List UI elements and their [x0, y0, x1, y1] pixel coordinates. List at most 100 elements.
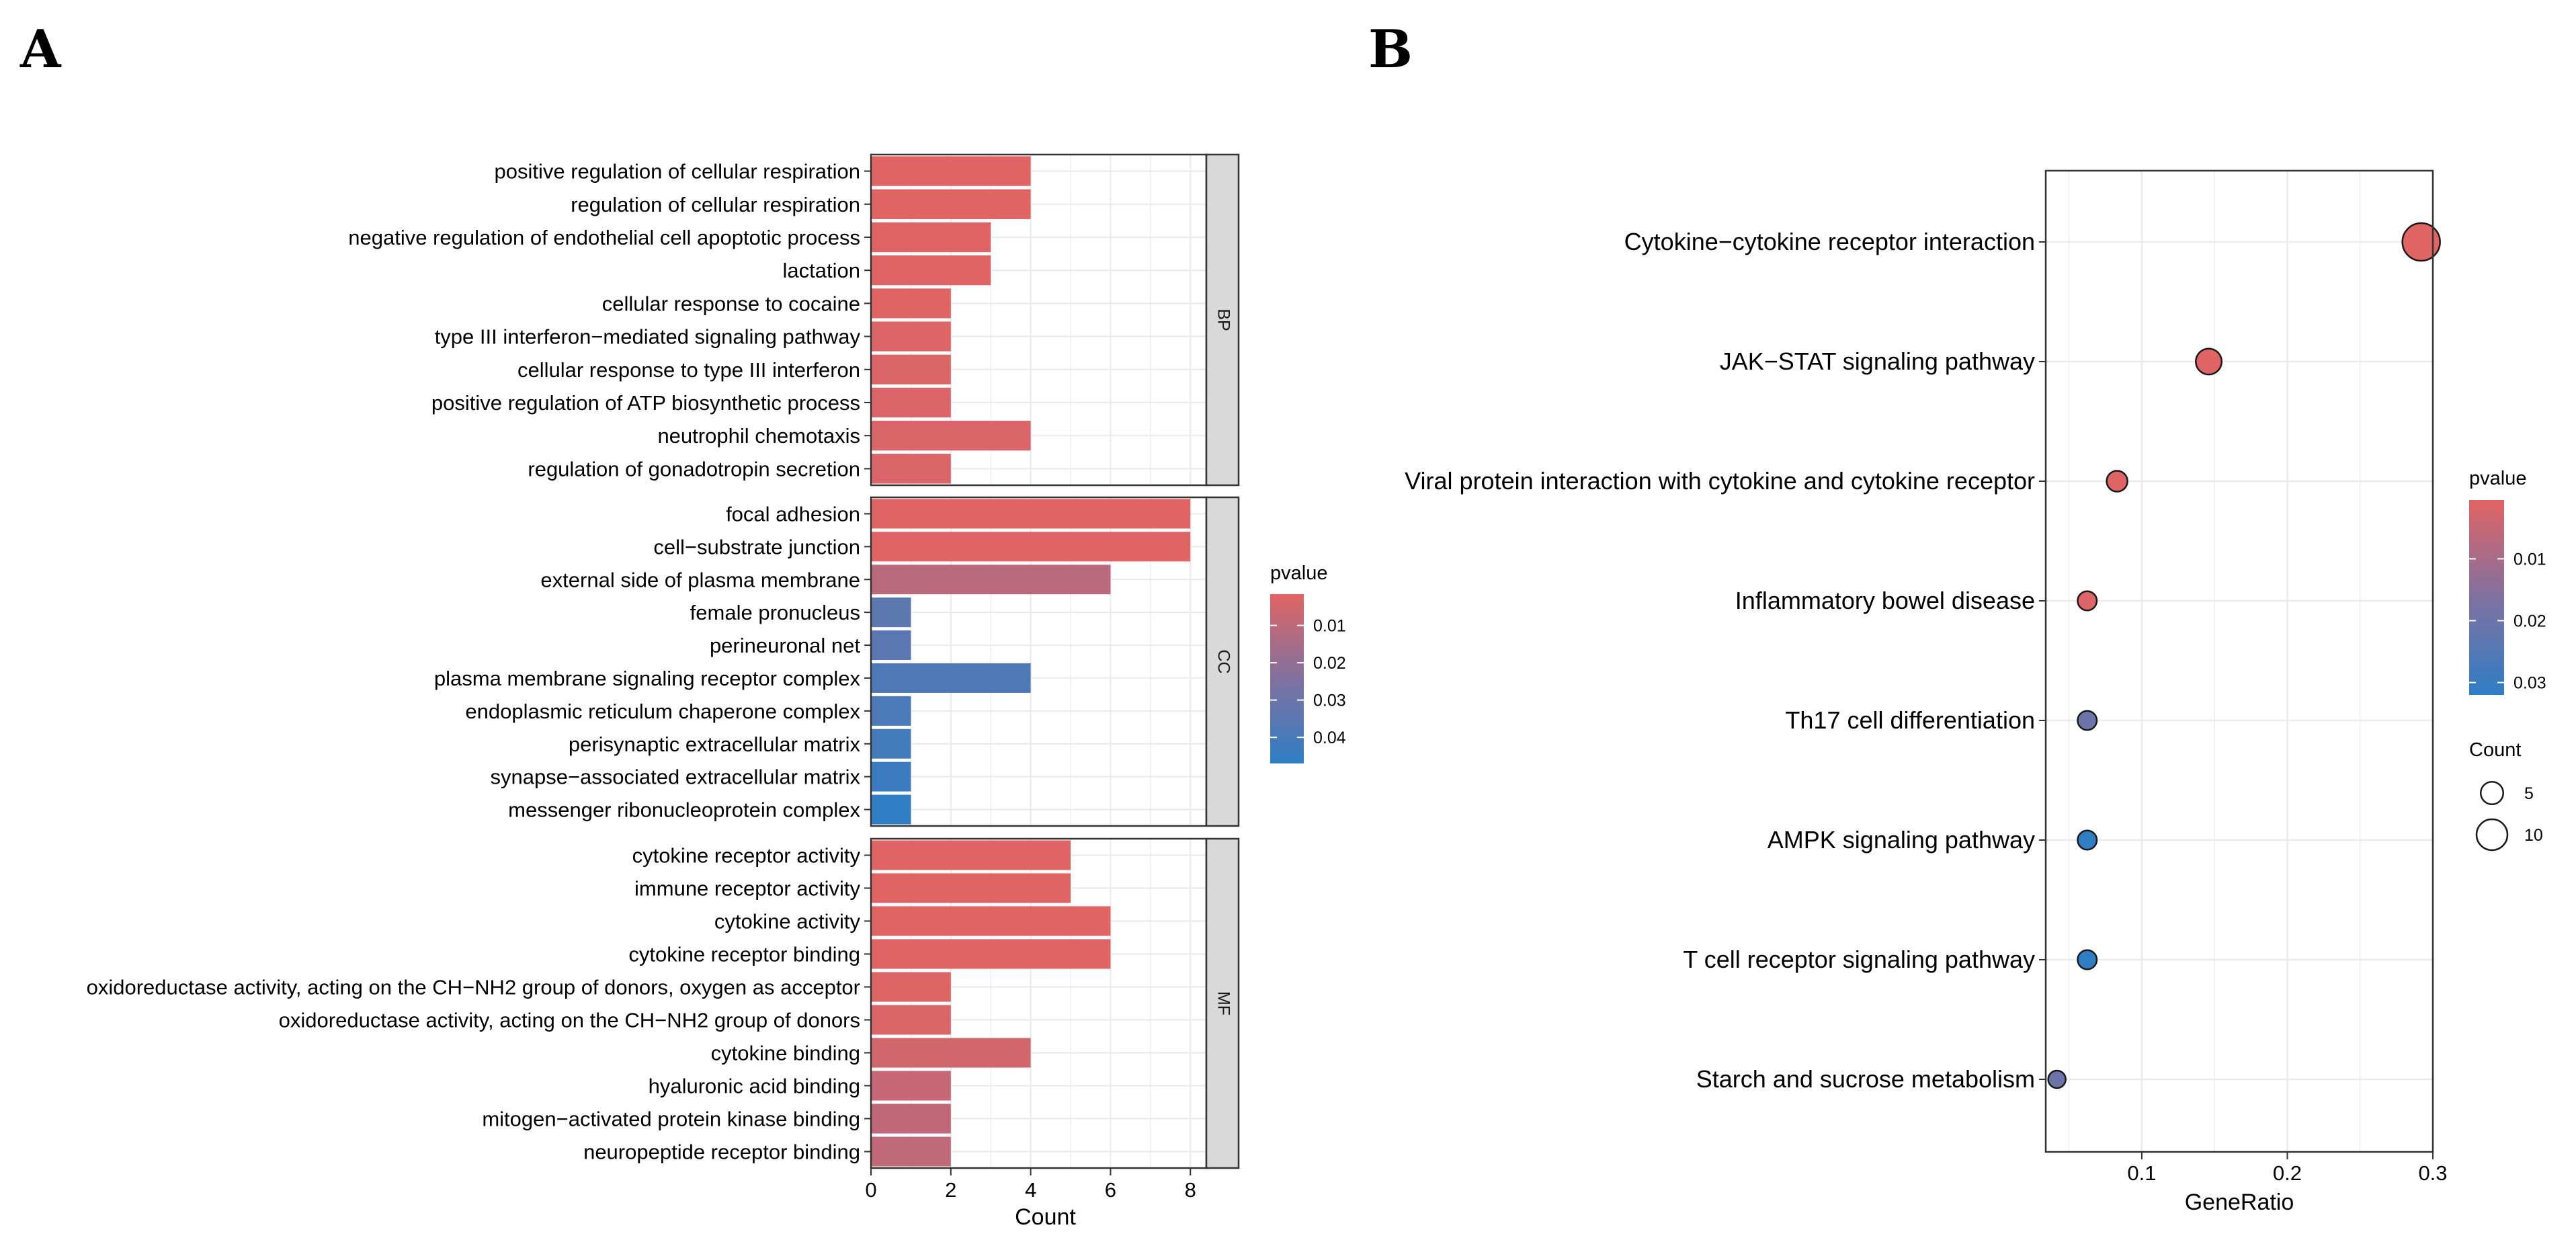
- legend-tick-label: 0.03: [1313, 692, 1346, 710]
- bar: [871, 939, 1111, 969]
- bar: [871, 255, 991, 286]
- facet-strip-label: MF: [1214, 991, 1233, 1015]
- facet-mf: cytokine receptor activity immune recepto…: [87, 837, 1240, 1169]
- bar: [871, 873, 1071, 903]
- term-label: type III interferon−mediated signaling p…: [435, 325, 861, 349]
- term-label: lactation: [783, 259, 860, 282]
- term-label: regulation of cellular respiration: [571, 193, 860, 216]
- term-label: cytokine activity: [714, 910, 861, 933]
- bar: [871, 630, 911, 661]
- term-label: cellular response to cocaine: [602, 292, 860, 315]
- term-label: immune receptor activity: [634, 877, 860, 901]
- term-label: cytokine receptor binding: [628, 943, 860, 966]
- bar: [871, 321, 951, 351]
- colorbar: [1270, 594, 1304, 763]
- dot: [2077, 710, 2098, 731]
- legend-title: pvalue: [2469, 468, 2526, 489]
- dot: [2077, 590, 2098, 612]
- bar: [871, 794, 911, 825]
- x-tick-label: 4: [1025, 1178, 1036, 1202]
- dot: [2047, 1069, 2067, 1089]
- kegg-enrichment-dot-plot: Cytokine−cytokine receptor interaction JA…: [1405, 169, 2546, 1215]
- pvalue-legend: pvalue 0.01 0.02 0.03 0.04: [1270, 563, 1346, 763]
- term-label: endoplasmic reticulum chaperone complex: [465, 700, 860, 723]
- colorbar: [2469, 500, 2504, 695]
- bar: [871, 454, 951, 484]
- x-tick-label: 8: [1185, 1178, 1196, 1202]
- plot-border: [2044, 169, 2434, 1153]
- pathway-label: AMPK signaling pathway: [1768, 826, 2035, 854]
- legend-title: pvalue: [1270, 563, 1327, 584]
- pathway-label: Starch and sucrose metabolism: [1696, 1065, 2035, 1093]
- x-tick-label: 6: [1105, 1178, 1116, 1202]
- term-label: perineuronal net: [710, 634, 860, 657]
- bar: [871, 1071, 951, 1101]
- term-label: oxidoreductase activity, acting on the C…: [87, 976, 860, 999]
- bar: [871, 421, 1031, 451]
- pathway-label: JAK−STAT signaling pathway: [1720, 347, 2035, 375]
- dot: [2077, 829, 2098, 851]
- legend-tick-label: 10: [2524, 826, 2543, 845]
- legend-tick-label: 0.01: [2513, 550, 2546, 569]
- term-label: neutrophil chemotaxis: [657, 424, 860, 448]
- facet-strip: [1205, 837, 1240, 1169]
- bar: [871, 387, 951, 418]
- x-tick-label: 0.3: [2418, 1161, 2447, 1185]
- bar: [871, 499, 1191, 529]
- bar: [871, 222, 991, 253]
- bar: [871, 354, 951, 384]
- pathway-label: Viral protein interaction with cytokine …: [1405, 467, 2035, 495]
- dot: [2077, 949, 2098, 970]
- legend-tick-label: 0.02: [1313, 654, 1346, 673]
- size-key-circle: [2480, 781, 2504, 805]
- dot: [2106, 470, 2128, 493]
- facet-bp: positive regulation of cellular respirat…: [348, 153, 1240, 487]
- bar: [871, 532, 1191, 562]
- bar: [871, 906, 1111, 936]
- bar: [871, 156, 1031, 186]
- bar: [871, 840, 1071, 870]
- facet-cc: focal adhesion cell−substrate junction ext…: [434, 496, 1240, 827]
- facet-strip: [1205, 153, 1240, 487]
- legend-tick-label: 0.04: [1313, 729, 1346, 747]
- plot-background: [2046, 171, 2433, 1152]
- x-tick-label: 2: [945, 1178, 956, 1202]
- bar: [871, 972, 951, 1002]
- pathway-label: Th17 cell differentiation: [1785, 706, 2035, 734]
- bar: [871, 565, 1111, 595]
- term-label: focal adhesion: [726, 502, 860, 526]
- dot: [2195, 347, 2223, 376]
- x-axis-title: GeneRatio: [2185, 1190, 2294, 1215]
- dot: [2401, 222, 2441, 262]
- term-label: mitogen−activated protein kinase binding: [482, 1108, 860, 1131]
- facet-strip: [1205, 496, 1240, 827]
- term-label: plasma membrane signaling receptor compl…: [434, 667, 861, 690]
- go-enrichment-bar-chart: positive regulation of cellular respirat…: [87, 153, 1346, 1230]
- term-label: cytokine receptor activity: [632, 844, 861, 868]
- term-label: cellular response to type III interferon: [517, 358, 860, 382]
- term-label: cytokine binding: [711, 1042, 860, 1065]
- panel-label-b: B: [1368, 19, 1413, 80]
- term-label: negative regulation of endothelial cell …: [348, 226, 860, 249]
- x-tick-label: 0.1: [2127, 1161, 2156, 1185]
- term-label: synapse−associated extracellular matrix: [490, 765, 860, 789]
- term-label: female pronucleus: [690, 601, 860, 624]
- x-tick-label: 0: [865, 1178, 876, 1202]
- bar: [871, 729, 911, 759]
- legend-tick-label: 0.03: [2513, 674, 2546, 693]
- term-label: external side of plasma membrane: [540, 568, 860, 591]
- term-label: cell−substrate junction: [653, 535, 860, 558]
- term-label: regulation of gonadotropin secretion: [528, 457, 860, 481]
- term-label: perisynaptic extracellular matrix: [569, 733, 861, 756]
- facet-strip-label: BP: [1214, 308, 1233, 331]
- legend-tick-label: 5: [2524, 784, 2534, 803]
- term-label: positive regulation of ATP biosynthetic …: [431, 391, 860, 415]
- bar: [871, 189, 1031, 219]
- term-label: positive regulation of cellular respirat…: [494, 160, 860, 183]
- term-label: oxidoreductase activity, acting on the C…: [279, 1009, 860, 1032]
- bar: [871, 597, 911, 628]
- bar: [871, 1136, 951, 1167]
- term-label: neuropeptide receptor binding: [583, 1140, 860, 1164]
- legend-tick-label: 0.01: [1313, 617, 1346, 636]
- x-axis: 0.1 0.2 0.3 GeneRatio: [2127, 1152, 2448, 1215]
